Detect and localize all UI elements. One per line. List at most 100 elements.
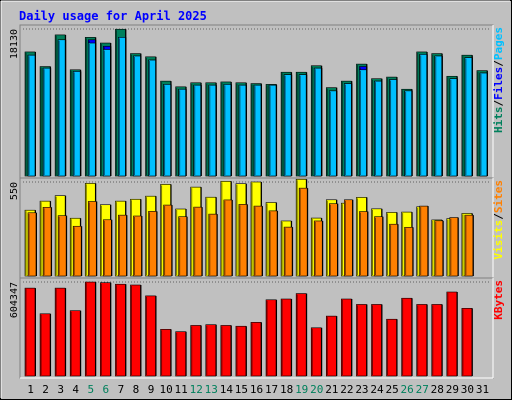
bar-kbytes-day-27 xyxy=(416,304,428,377)
bar-kbytes-day-29 xyxy=(446,291,458,377)
bar-pages-day-6 xyxy=(103,49,112,177)
bar-kbytes-day-2-body xyxy=(39,313,51,377)
bar-kbytes-day-4 xyxy=(69,310,82,377)
x-axis-labels: 1 2 3 4 5 6 7 8 9 10 11 12 13 14 15 16 17 18 19 20 21 22 23 24 2… xyxy=(27,383,489,396)
bar-kbytes-day-10 xyxy=(160,329,172,377)
bar-sites-day-15 xyxy=(238,204,248,277)
bar-pages-day-31 xyxy=(479,72,488,177)
x-tick-label-day-10: 10 xyxy=(159,383,172,396)
legend-item-sites: Sites xyxy=(492,180,505,213)
bar-kbytes-day-4-body xyxy=(69,310,81,377)
bar-kbytes-day-27-body xyxy=(416,304,427,377)
bar-sites-day-8-body xyxy=(133,215,142,277)
bar-sites-day-22-body xyxy=(344,199,353,277)
x-tick-label-day-3: 3 xyxy=(57,383,64,396)
bar-sites-day-27-body xyxy=(419,205,428,277)
bar-pages-day-24-body xyxy=(374,80,382,177)
bar-sites-day-21 xyxy=(328,203,339,277)
bar-pages-day-16-body xyxy=(253,84,262,177)
bar-kbytes-day-28-body xyxy=(431,304,443,377)
bar-kbytes-day-7 xyxy=(115,283,127,377)
bar-kbytes-day-9 xyxy=(145,295,157,377)
bar-sites-day-26 xyxy=(404,226,414,277)
bar-sites-day-26-body xyxy=(404,226,413,277)
max-value-label: 550 xyxy=(9,182,20,200)
bar-kbytes-day-14-body xyxy=(220,325,232,377)
bar-kbytes-day-30 xyxy=(461,308,473,377)
bar-kbytes-day-30-body xyxy=(461,308,473,377)
bar-sites-day-25-body xyxy=(389,223,398,277)
panel-visits-sites: 550 xyxy=(9,177,494,279)
x-tick-label-day-19: 19 xyxy=(295,383,308,396)
bar-sites-day-23-body xyxy=(359,211,368,277)
legend-item-hits: Hits xyxy=(492,107,505,134)
bar-kbytes-day-17 xyxy=(265,299,278,377)
x-tick-label-day-5: 5 xyxy=(87,383,94,396)
bar-kbytes-day-29-body xyxy=(446,291,458,377)
bar-sites-day-20-body xyxy=(313,220,323,277)
bar-pages-day-8 xyxy=(133,55,142,177)
bar-pages-day-3-body xyxy=(57,39,66,177)
bar-pages-day-1-body xyxy=(27,54,36,177)
x-tick-label-day-12: 12 xyxy=(190,383,203,396)
x-tick-label-day-18: 18 xyxy=(280,383,293,396)
bar-pages-day-2-body xyxy=(42,67,51,177)
bar-sites-day-19-body xyxy=(298,187,308,277)
bar-sites-day-20 xyxy=(313,220,324,277)
bar-pages-day-24 xyxy=(374,80,383,177)
bar-sites-day-6-body xyxy=(103,219,112,277)
bar-pages-day-10-body xyxy=(163,84,171,177)
bar-pages-day-12-body xyxy=(193,84,202,177)
bar-sites-day-23 xyxy=(359,211,369,277)
x-tick-label-day-14: 14 xyxy=(220,383,234,396)
bar-sites-day-24-body xyxy=(374,216,383,277)
x-tick-label-day-11: 11 xyxy=(175,383,188,396)
bar-sites-day-12-body xyxy=(193,206,203,277)
bar-kbytes-day-24 xyxy=(371,304,383,377)
bar-sites-day-15-body xyxy=(238,204,248,277)
bar-sites-day-30 xyxy=(464,214,474,277)
bar-pages-day-6-body xyxy=(103,49,111,177)
bar-pages-day-21-body xyxy=(328,90,337,177)
bar-sites-day-16-body xyxy=(253,205,263,277)
bar-kbytes-day-5 xyxy=(84,281,97,377)
bar-pages-day-20-body xyxy=(313,67,322,177)
x-tick-label-day-8: 8 xyxy=(133,383,140,396)
bar-kbytes-day-22 xyxy=(341,298,353,377)
bar-pages-day-27-body xyxy=(419,54,427,177)
bar-pages-day-17-body xyxy=(268,84,277,177)
bar-pages-day-14-body xyxy=(223,84,232,177)
x-tick-label-day-30: 30 xyxy=(461,383,474,396)
bar-sites-day-17 xyxy=(268,210,279,277)
bar-pages-day-20 xyxy=(313,67,323,177)
bar-pages-day-22 xyxy=(344,83,353,177)
bar-kbytes-day-21-body xyxy=(325,315,337,377)
bar-pages-day-22-body xyxy=(344,83,352,177)
bar-sites-day-9-body xyxy=(148,211,157,277)
x-tick-label-day-24: 24 xyxy=(370,383,384,396)
bar-pages-day-5-body xyxy=(87,42,96,177)
legend-kbytes: KBytes xyxy=(492,280,505,320)
bar-sites-day-5 xyxy=(87,201,98,277)
bar-pages-day-18 xyxy=(283,74,293,177)
legend-separator: / xyxy=(492,213,505,220)
bar-kbytes-day-20 xyxy=(310,327,323,377)
bar-kbytes-day-14 xyxy=(220,325,232,377)
bar-kbytes-day-25 xyxy=(386,318,398,377)
bar-pages-day-7-body xyxy=(118,37,126,177)
chart-title: Daily usage for April 2025 xyxy=(19,9,207,23)
bar-sites-day-3-body xyxy=(57,215,67,277)
bar-kbytes-day-19-body xyxy=(295,293,307,377)
bar-sites-day-14 xyxy=(223,199,233,277)
bar-pages-day-31-body xyxy=(479,72,488,177)
bar-kbytes-day-17-body xyxy=(265,299,277,377)
panel-hits-files-pages: 18130 xyxy=(9,24,494,179)
bar-kbytes-day-26-body xyxy=(401,297,412,377)
x-tick-label-day-4: 4 xyxy=(72,383,79,396)
x-tick-label-day-9: 9 xyxy=(148,383,155,396)
chart-panels: 18130 550 604347 xyxy=(9,24,494,379)
bar-pages-day-29-body xyxy=(449,78,458,177)
bar-sites-day-4 xyxy=(72,225,83,277)
bar-pages-day-11 xyxy=(178,88,187,177)
